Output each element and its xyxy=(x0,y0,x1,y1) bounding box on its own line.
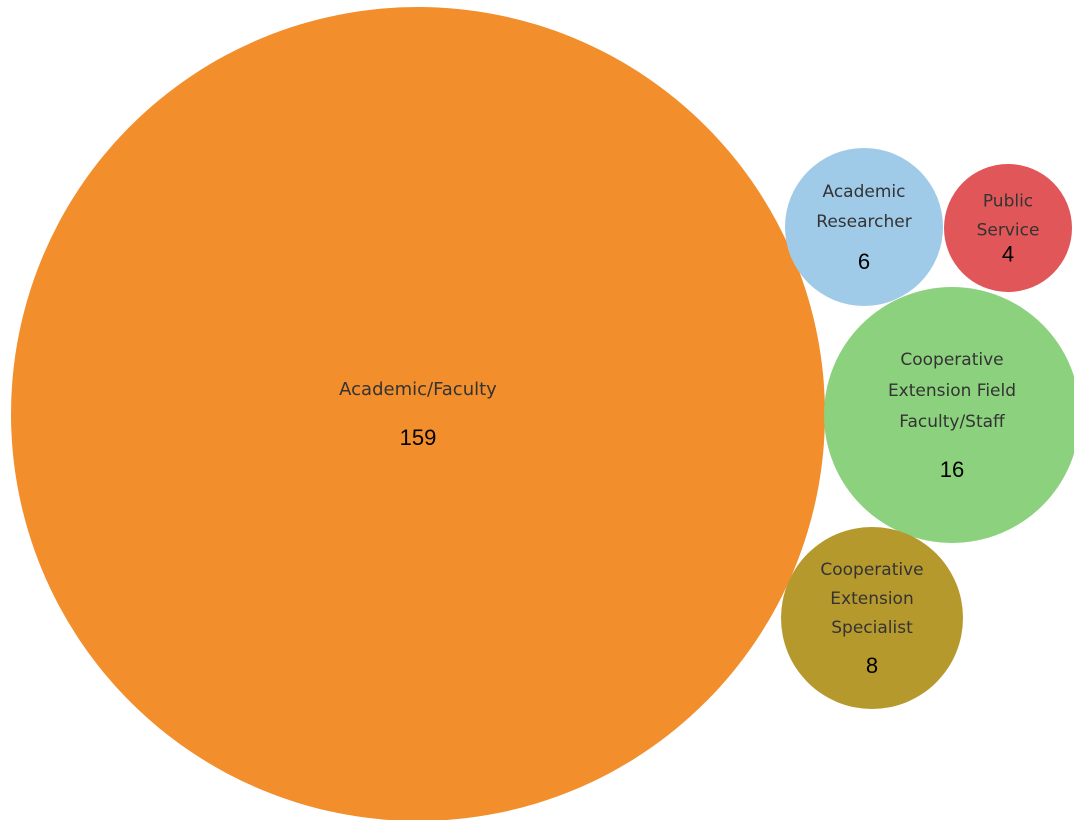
bubble-label-cooperative-extension-specialist-line-2: Extension xyxy=(830,589,913,609)
bubble-label-academic-researcher-line-2: Researcher xyxy=(816,212,911,232)
bubble-circle-academic-researcher[interactable] xyxy=(785,148,943,306)
bubble-value-academic-researcher: 6 xyxy=(858,249,870,274)
bubble-circle-academic-faculty[interactable] xyxy=(11,7,825,820)
bubble-label-cooperative-extension-field-faculty-staff-line-3: Faculty/Staff xyxy=(899,412,1006,432)
bubble-value-academic-faculty: 159 xyxy=(400,425,437,450)
bubble-value-cooperative-extension-specialist: 8 xyxy=(866,653,878,678)
bubble-label-cooperative-extension-field-faculty-staff-line-2: Extension Field xyxy=(888,381,1016,401)
bubble-value-public-service: 4 xyxy=(1002,242,1014,267)
bubble-circle-cooperative-extension-specialist[interactable] xyxy=(781,527,963,709)
bubble-value-cooperative-extension-field-faculty-staff: 16 xyxy=(940,457,964,482)
bubble-label-cooperative-extension-field-faculty-staff-line-1: Cooperative xyxy=(900,350,1003,370)
bubble-academic-researcher[interactable]: Academic Researcher 6 xyxy=(785,148,943,306)
bubble-label-cooperative-extension-specialist-line-3: Specialist xyxy=(831,618,913,638)
bubble-circle-public-service[interactable] xyxy=(944,164,1072,292)
bubble-label-public-service-line-2: Service xyxy=(977,221,1040,241)
bubble-academic-faculty[interactable]: Academic/Faculty 159 xyxy=(11,7,825,820)
bubble-label-academic-faculty-line-1: Academic/Faculty xyxy=(339,379,497,400)
bubble-circle-cooperative-extension-field-faculty-staff[interactable] xyxy=(824,287,1074,543)
bubble-label-public-service-line-1: Public xyxy=(983,192,1033,212)
bubble-label-cooperative-extension-specialist-line-1: Cooperative xyxy=(820,560,923,580)
bubble-cooperative-extension-field-faculty-staff[interactable]: Cooperative Extension Field Faculty/Staff 1… xyxy=(824,287,1074,543)
bubble-cooperative-extension-specialist[interactable]: Cooperative Extension Specialist 8 xyxy=(781,527,963,709)
bubble-label-academic-researcher-line-1: Academic xyxy=(823,182,906,202)
